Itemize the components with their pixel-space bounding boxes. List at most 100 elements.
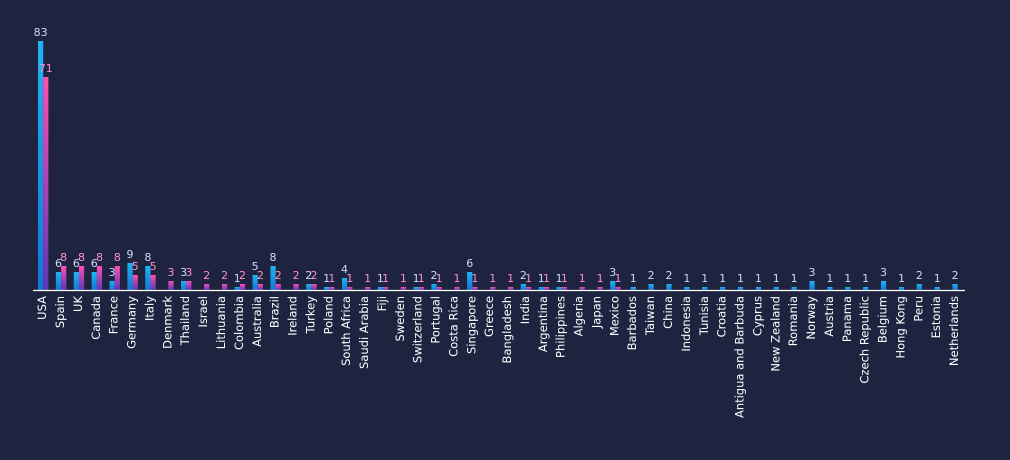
x-tick-label-estonia: Estonia [929, 296, 943, 338]
x-tick-label-croatia: Croatia [715, 296, 729, 337]
bar-series1-new-zealand [773, 287, 779, 290]
value-label-series2-lithuania: 2 [221, 269, 228, 282]
bar-series1-austria [827, 287, 833, 290]
value-label-series2-singapore: 1 [471, 272, 478, 285]
value-label-series1-turkey: 2 [305, 269, 312, 282]
x-tick-label-turkey: Turkey [303, 296, 317, 335]
value-label-series2-saudi-arabia: 1 [364, 272, 371, 285]
x-tick-label-singapore: Singapore [464, 296, 478, 354]
x-tick-label-antigua-and-barbuda: Antigua and Barbuda [733, 296, 747, 418]
value-label-series1-belgium: 3 [880, 266, 887, 279]
value-label-series2-france: 8 [114, 251, 121, 264]
bar-series2-ireland [293, 284, 299, 290]
value-label-series2-argentina: 1 [543, 272, 550, 285]
bar-series1-china [666, 284, 672, 290]
value-label-series2-australia: 2 [257, 269, 264, 282]
bar-series2-costa-rica [454, 287, 460, 290]
value-label-series1-colombia: 1 [234, 272, 241, 285]
value-label-series1-tunisia: 1 [701, 272, 708, 285]
bar-series2-italy [150, 275, 156, 290]
value-label-series1-mexico: 3 [609, 266, 616, 279]
bar-series1-colombia [234, 287, 240, 290]
bar-series1-uk [73, 272, 79, 290]
x-tick-label-austria: Austria [822, 296, 836, 337]
x-tick-label-portugal: Portugal [429, 296, 443, 344]
value-label-series1-singapore: 6 [466, 257, 473, 270]
bar-series2-portugal [436, 287, 442, 290]
bar-series2-spain [61, 266, 67, 290]
x-tick-label-australia: Australia [250, 296, 264, 347]
value-label-series1-germany: 9 [127, 248, 134, 261]
x-tick-label-saudi-arabia: Saudi Arabia [357, 296, 371, 369]
bar-series1-south-africa [341, 278, 348, 290]
x-tick-label-italy: Italy [142, 296, 156, 321]
value-label-series1-fiji: 1 [377, 272, 384, 285]
x-tick-label-denmark: Denmark [160, 296, 174, 349]
value-label-series1-romania: 1 [791, 272, 798, 285]
x-tick-label-germany: Germany [125, 296, 139, 349]
bar-series1-estonia [934, 287, 940, 290]
bar-series2-south-africa [347, 287, 353, 290]
value-label-series1-antigua-and-barbuda: 1 [737, 272, 744, 285]
bar-series1-germany [127, 263, 133, 290]
bar-series2-india [525, 287, 532, 290]
value-label-series1-india: 2 [520, 269, 527, 282]
x-tick-label-algeria: Algeria [572, 296, 586, 336]
value-label-series1-panama: 1 [844, 272, 851, 285]
bar-series2-turkey [311, 284, 317, 290]
x-tick-label-uk: UK [71, 296, 85, 312]
bar-series1-france [109, 281, 115, 290]
bar-series1-philippines [556, 287, 562, 290]
value-label-series1-indonesia: 1 [683, 272, 690, 285]
bar-series1-poland [324, 287, 330, 290]
bar-series2-sweden [400, 287, 406, 290]
x-tick-label-argentina: Argentina [536, 296, 550, 352]
bar-series2-brazil [275, 284, 281, 290]
bar-series1-spain [55, 272, 62, 290]
value-label-series2-canada: 8 [96, 251, 103, 264]
bar-series1-argentina [538, 287, 544, 290]
bar-series2-colombia [239, 284, 246, 290]
x-tick-label-czech-republic: Czech Republic [858, 296, 872, 384]
bar-series1-belgium [880, 281, 887, 290]
value-label-series2-italy: 5 [150, 260, 157, 273]
x-tick-label-new-zealand: New Zealand [768, 296, 782, 372]
value-label-series2-uk: 8 [78, 251, 85, 264]
x-tick-label-peru: Peru [911, 296, 925, 322]
bar-series1-fiji [377, 287, 383, 290]
value-label-series1-cyprus: 1 [755, 272, 762, 285]
x-tick-labels-layer: USA Spain UK Canada France Germany Italy Denmar… [35, 296, 961, 418]
value-label-series1-poland: 1 [323, 272, 330, 285]
value-label-series1-taiwan: 2 [648, 269, 655, 282]
bar-series2-greece [490, 287, 496, 290]
bar-series2-lithuania [222, 284, 228, 290]
x-tick-label-tunisia: Tunisia [697, 296, 711, 336]
bar-series2-singapore [472, 287, 478, 290]
x-tick-label-romania: Romania [786, 296, 800, 346]
x-tick-label-sweden: Sweden [393, 296, 407, 341]
x-tick-label-fiji: Fiji [375, 296, 389, 311]
value-label-series2-spain: 8 [60, 251, 67, 264]
x-tick-label-hong-kong: Hong Kong [893, 296, 907, 359]
bars-layer [38, 41, 958, 290]
x-tick-label-panama: Panama [840, 296, 854, 342]
x-tick-label-usa: USA [35, 296, 49, 320]
x-tick-label-france: France [107, 296, 121, 334]
x-tick-label-bangladesh: Bangladesh [500, 296, 514, 363]
x-tick-label-japan: Japan [589, 296, 603, 329]
bar-series1-switzerland [413, 287, 419, 290]
bar-series1-antigua-and-barbuda [737, 287, 744, 290]
x-tick-label-ireland: Ireland [286, 296, 300, 336]
value-label-series2-usa: 71 [39, 62, 53, 75]
bar-series1-mexico [610, 281, 616, 290]
value-label-series2-algeria: 1 [579, 272, 586, 285]
bar-series1-tunisia [702, 287, 708, 290]
value-label-series2-colombia: 2 [239, 269, 246, 282]
bar-series1-taiwan [648, 284, 654, 290]
x-tick-label-indonesia: Indonesia [679, 296, 693, 352]
bar-series2-switzerland [418, 287, 424, 290]
value-label-series1-estonia: 1 [934, 272, 941, 285]
value-label-series2-greece: 1 [489, 272, 496, 285]
x-tick-label-mexico: Mexico [607, 296, 621, 336]
value-label-series1-south-africa: 4 [341, 263, 348, 276]
